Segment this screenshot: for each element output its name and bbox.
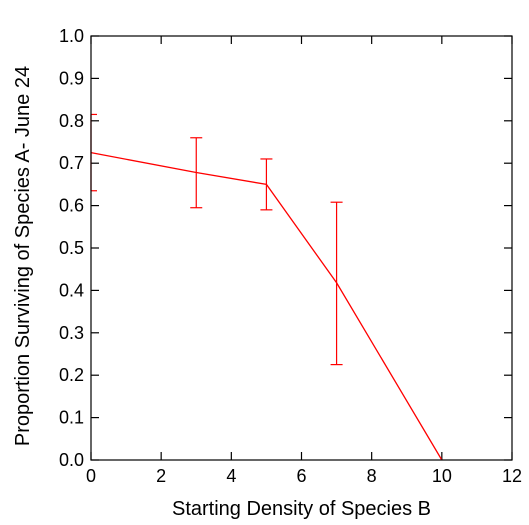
series-layer — [90, 113, 443, 461]
x-tick-label: 8 — [367, 466, 377, 486]
y-axis-title: Proportion Surviving of Species A- June … — [12, 66, 34, 446]
y-tick-label: 0.5 — [59, 238, 84, 258]
ticks-layer: 0 2 4 6 8 10 12 0.0 0.1 0.2 0.3 0.4 0.5 0.6 0.7 0.8 0.9 1… — [59, 26, 522, 486]
y-tick-label: 0.7 — [59, 153, 84, 173]
error-bar — [260, 158, 273, 211]
error-bar — [330, 201, 343, 366]
y-tick-label: 0.4 — [59, 280, 84, 300]
x-tick-label: 6 — [296, 466, 306, 486]
error-bar — [190, 137, 203, 209]
x-axis-title: Starting Density of Species B — [172, 498, 431, 520]
x-tick-label: 4 — [226, 466, 236, 486]
x-tick-label: 0 — [86, 466, 96, 486]
y-tick-label: 0.6 — [59, 196, 84, 216]
y-tick-label: 1.0 — [59, 26, 84, 46]
y-tick-label: 0.9 — [59, 68, 84, 88]
y-tick-label: 0.1 — [59, 408, 84, 428]
x-tick-label: 12 — [502, 466, 522, 486]
y-tick-label: 0.0 — [59, 450, 84, 470]
y-tick-label: 0.3 — [59, 323, 84, 343]
y-tick-label: 0.8 — [59, 111, 84, 131]
y-tick-label: 0.2 — [59, 365, 84, 385]
x-tick-label: 2 — [156, 466, 166, 486]
plot-area-frame — [90, 35, 513, 461]
x-tick-label: 10 — [432, 466, 452, 486]
